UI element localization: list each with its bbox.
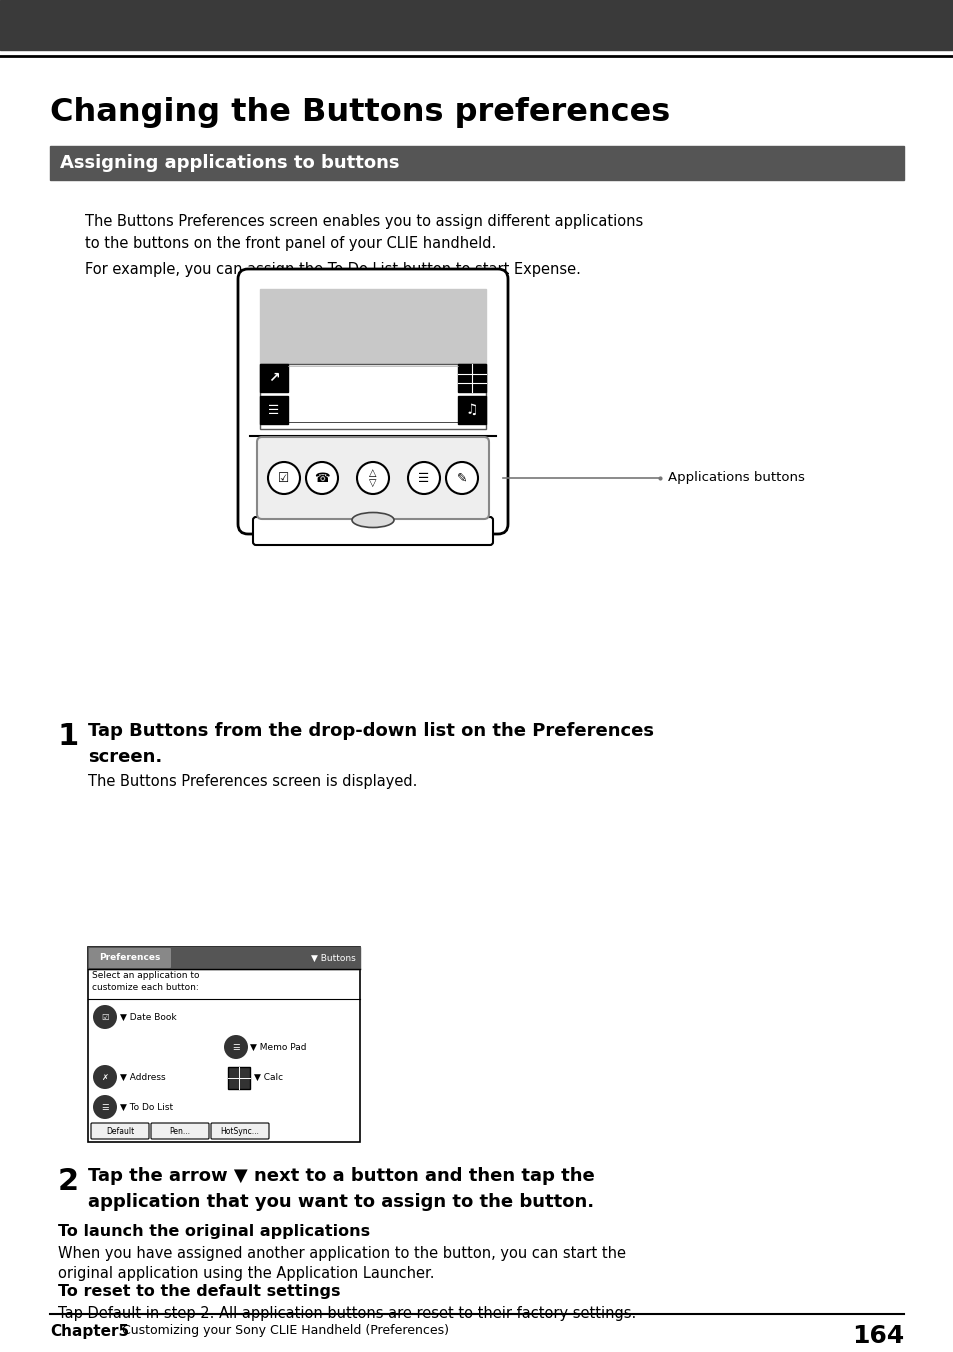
FancyBboxPatch shape <box>211 1124 269 1138</box>
Text: Tap Buttons from the drop-down list on the Preferences: Tap Buttons from the drop-down list on t… <box>88 722 654 740</box>
FancyBboxPatch shape <box>256 437 489 519</box>
FancyBboxPatch shape <box>253 516 493 545</box>
Text: ▽: ▽ <box>369 479 376 488</box>
Circle shape <box>306 462 337 493</box>
Text: ↗: ↗ <box>268 370 279 385</box>
Bar <box>457 396 485 425</box>
Text: customize each button:: customize each button: <box>91 983 198 992</box>
Bar <box>50 146 903 180</box>
Text: HotSync...: HotSync... <box>220 1126 259 1136</box>
Text: 1: 1 <box>473 415 477 420</box>
FancyBboxPatch shape <box>237 269 507 534</box>
Text: 2: 2 <box>58 1167 79 1197</box>
Circle shape <box>224 1036 248 1059</box>
Text: ▼ Address: ▼ Address <box>120 1072 166 1082</box>
Text: To launch the original applications: To launch the original applications <box>58 1224 370 1238</box>
Bar <box>457 364 485 392</box>
Text: Changing the Buttons preferences: Changing the Buttons preferences <box>50 97 670 128</box>
Text: Select an application to: Select an application to <box>91 971 199 980</box>
Text: ▼ Date Book: ▼ Date Book <box>120 1013 176 1022</box>
Text: 164: 164 <box>851 1324 903 1348</box>
Text: Tap the arrow ▼ next to a button and then tap the: Tap the arrow ▼ next to a button and the… <box>88 1167 594 1184</box>
Text: ▼ Buttons: ▼ Buttons <box>311 953 355 963</box>
Text: ▼ Calc: ▼ Calc <box>253 1072 283 1082</box>
Circle shape <box>446 462 477 493</box>
Text: ☀: ☀ <box>266 412 274 420</box>
Circle shape <box>408 462 439 493</box>
Text: application that you want to assign to the button.: application that you want to assign to t… <box>88 1192 594 1211</box>
Bar <box>260 364 485 429</box>
Text: Pen...: Pen... <box>170 1126 191 1136</box>
FancyBboxPatch shape <box>89 948 171 968</box>
Bar <box>260 396 288 425</box>
Text: Chapter5: Chapter5 <box>50 1324 129 1338</box>
Text: For example, you can assign the To Do List button to start Expense.: For example, you can assign the To Do Li… <box>85 262 580 277</box>
Text: ✎: ✎ <box>456 472 467 484</box>
Text: ☰: ☰ <box>268 403 279 416</box>
Text: ☑: ☑ <box>278 472 290 484</box>
Ellipse shape <box>352 512 394 527</box>
Bar <box>228 1067 250 1088</box>
Text: ☎: ☎ <box>314 472 330 484</box>
Text: a: a <box>277 412 283 420</box>
Bar <box>88 946 359 969</box>
Text: ☰: ☰ <box>418 472 429 484</box>
Text: Customizing your Sony CLIE Handheld (Preferences): Customizing your Sony CLIE Handheld (Pre… <box>122 1324 449 1337</box>
Bar <box>260 289 485 364</box>
Bar <box>0 0 953 50</box>
Text: The Buttons Preferences screen enables you to assign different applications: The Buttons Preferences screen enables y… <box>85 214 642 228</box>
Text: ☑: ☑ <box>101 1013 109 1022</box>
Text: Assigning applications to buttons: Assigning applications to buttons <box>60 154 399 172</box>
Text: ☰: ☰ <box>232 1042 239 1052</box>
Text: 1: 1 <box>58 722 79 750</box>
Text: Preferences: Preferences <box>99 953 160 963</box>
Text: ✗: ✗ <box>101 1072 109 1082</box>
Text: original application using the Application Launcher.: original application using the Applicati… <box>58 1265 434 1280</box>
Circle shape <box>92 1065 117 1088</box>
Text: ▼ Memo Pad: ▼ Memo Pad <box>250 1042 306 1052</box>
Text: screen.: screen. <box>88 748 162 767</box>
Text: To reset to the default settings: To reset to the default settings <box>58 1284 340 1299</box>
Text: Tap Default in step 2. All application buttons are reset to their factory settin: Tap Default in step 2. All application b… <box>58 1306 636 1321</box>
FancyBboxPatch shape <box>151 1124 209 1138</box>
Bar <box>88 946 359 1142</box>
Text: ☰: ☰ <box>101 1102 109 1111</box>
Text: The Buttons Preferences screen is displayed.: The Buttons Preferences screen is displa… <box>88 773 417 790</box>
Text: ▼ To Do List: ▼ To Do List <box>120 1102 172 1111</box>
Bar <box>260 364 288 392</box>
Text: Default: Default <box>106 1126 134 1136</box>
FancyBboxPatch shape <box>91 1124 149 1138</box>
Text: △: △ <box>369 468 376 479</box>
Circle shape <box>268 462 299 493</box>
Circle shape <box>356 462 389 493</box>
Text: When you have assigned another application to the button, you can start the: When you have assigned another applicati… <box>58 1247 625 1261</box>
Text: ♫: ♫ <box>465 403 477 416</box>
Text: Applications buttons: Applications buttons <box>667 472 804 484</box>
Circle shape <box>92 1005 117 1029</box>
Circle shape <box>92 1095 117 1119</box>
Text: to the buttons on the front panel of your CLIE handheld.: to the buttons on the front panel of you… <box>85 237 496 251</box>
